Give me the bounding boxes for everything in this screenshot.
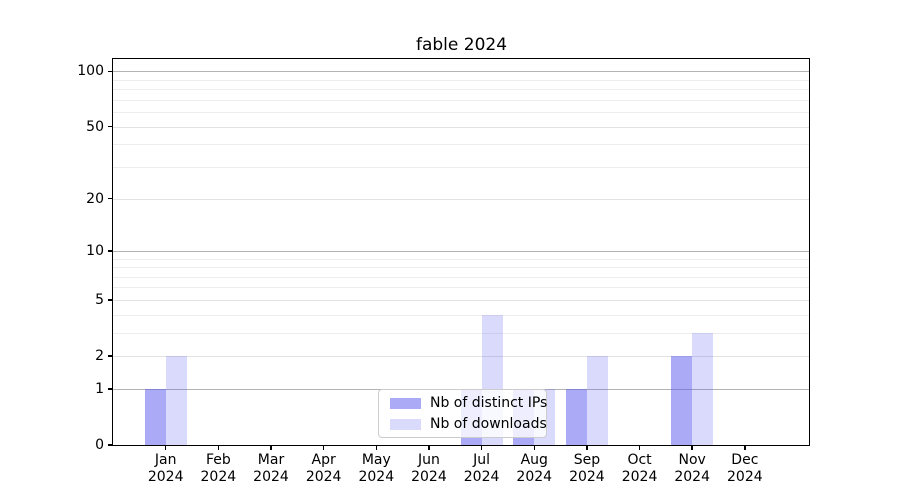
x-tick-label-mar: Mar 2024 xyxy=(253,452,289,485)
x-tick-label-jun: Jun 2024 xyxy=(411,452,447,485)
bar-distinct-ips-nov xyxy=(671,356,693,445)
x-tick-label-may: May 2024 xyxy=(358,452,395,485)
y-tick-label-1: 1 xyxy=(95,380,104,397)
y-tick xyxy=(108,70,112,73)
x-tick xyxy=(691,446,693,450)
x-tick xyxy=(428,446,430,450)
x-tick xyxy=(480,446,483,450)
legend-label: Nb of distinct IPs xyxy=(430,395,548,411)
plot-area xyxy=(112,58,810,446)
y-tick-label-100: 100 xyxy=(77,63,104,80)
y-tick xyxy=(108,197,112,200)
x-tick-label-apr: Apr 2024 xyxy=(305,452,342,485)
y-tick-label-2: 2 xyxy=(95,348,104,365)
x-tick-label-dec: Dec 2024 xyxy=(727,452,763,485)
legend-swatch-distinct-ips-icon xyxy=(390,397,421,409)
y-tick xyxy=(108,250,112,252)
y-tick-label-20: 20 xyxy=(86,190,104,207)
gridline-minor xyxy=(113,258,809,260)
gridline-minor xyxy=(113,99,809,101)
x-tick xyxy=(217,446,220,450)
gridline-major xyxy=(113,299,809,301)
y-tick xyxy=(108,444,112,446)
gridline-minor xyxy=(113,144,809,146)
x-tick-label-jul: Jul 2024 xyxy=(463,452,500,485)
gridline-decade xyxy=(113,71,809,73)
x-tick-label-oct: Oct 2024 xyxy=(621,452,658,485)
x-tick xyxy=(744,446,746,450)
y-tick-label-0: 0 xyxy=(95,437,104,453)
gridline-decade xyxy=(113,250,809,252)
y-tick-label-50: 50 xyxy=(86,118,104,135)
legend-label: Nb of downloads xyxy=(430,416,547,432)
bar-downloads-sep xyxy=(586,356,608,445)
legend-item-downloads: Nb of downloads xyxy=(390,416,547,432)
y-tick xyxy=(108,355,112,357)
x-tick xyxy=(638,446,641,450)
x-tick-label-jan: Jan 2024 xyxy=(147,452,184,485)
bar-distinct-ips-jan xyxy=(144,388,166,445)
bar-distinct-ips-sep xyxy=(565,388,587,445)
gridline-major xyxy=(113,126,809,128)
gridline-minor xyxy=(113,287,809,289)
bar-downloads-nov xyxy=(692,332,714,445)
x-tick-label-aug: Aug 2024 xyxy=(516,452,553,485)
gridline-minor xyxy=(113,276,809,278)
gridline-minor xyxy=(113,314,809,316)
gridline-minor xyxy=(113,267,809,269)
gridline-major xyxy=(113,198,809,200)
gridline-minor xyxy=(113,89,809,91)
x-tick xyxy=(533,446,535,450)
y-tick-label-10: 10 xyxy=(86,242,104,259)
x-tick xyxy=(586,446,588,450)
y-tick xyxy=(108,125,112,128)
gridline-minor xyxy=(113,332,809,334)
y-tick xyxy=(108,388,112,390)
x-tick xyxy=(270,446,272,450)
x-tick-label-sep: Sep 2024 xyxy=(569,452,605,485)
gridline-minor xyxy=(113,167,809,168)
legend-swatch-downloads-icon xyxy=(390,418,421,430)
x-tick xyxy=(375,446,378,450)
y-tick xyxy=(108,299,112,301)
gridline-minor xyxy=(113,112,809,114)
gridline-minor xyxy=(113,79,809,81)
x-tick xyxy=(322,446,325,450)
chart-title: fable 2024 xyxy=(415,35,508,55)
y-tick-label-5: 5 xyxy=(95,291,104,308)
bar-downloads-jan xyxy=(165,356,187,445)
legend: Nb of distinct IPs Nb of downloads xyxy=(378,389,547,438)
gridline-major xyxy=(113,356,809,358)
legend-item-distinct-ips: Nb of distinct IPs xyxy=(390,395,548,411)
x-tick-label-nov: Nov 2024 xyxy=(674,452,710,485)
x-tick-label-feb: Feb 2024 xyxy=(200,452,237,485)
x-tick xyxy=(164,446,167,450)
